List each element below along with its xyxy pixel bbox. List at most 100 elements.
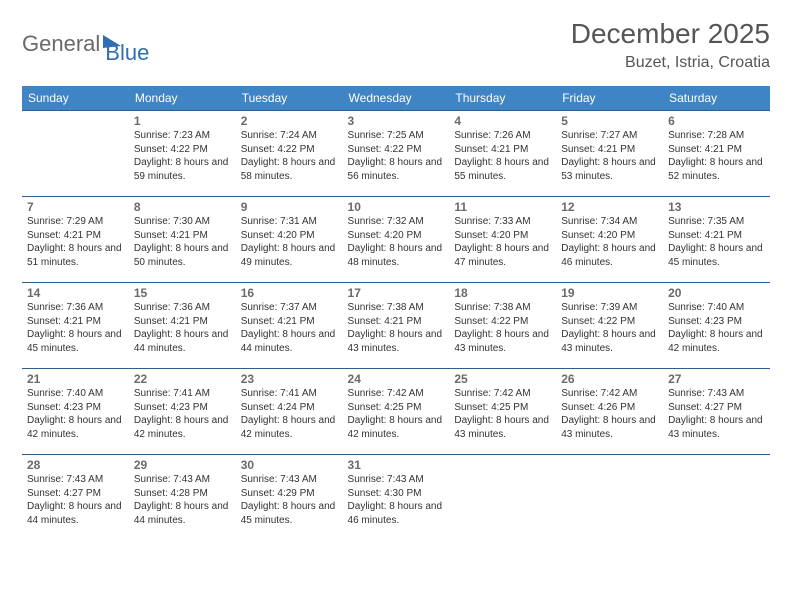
day-number: 11 — [454, 200, 551, 214]
calendar-day-cell: 15Sunrise: 7:36 AMSunset: 4:21 PMDayligh… — [129, 283, 236, 369]
day-info: Sunrise: 7:38 AMSunset: 4:21 PMDaylight:… — [348, 301, 445, 355]
weekday-header-row: SundayMondayTuesdayWednesdayThursdayFrid… — [22, 86, 770, 111]
day-number: 30 — [241, 458, 338, 472]
calendar-day-cell: 29Sunrise: 7:43 AMSunset: 4:28 PMDayligh… — [129, 455, 236, 541]
day-number: 5 — [561, 114, 658, 128]
weekday-header: Saturday — [663, 86, 770, 111]
day-number: 21 — [27, 372, 124, 386]
weekday-header: Monday — [129, 86, 236, 111]
calendar-day-cell: 31Sunrise: 7:43 AMSunset: 4:30 PMDayligh… — [343, 455, 450, 541]
day-number: 31 — [348, 458, 445, 472]
calendar-day-cell: 3Sunrise: 7:25 AMSunset: 4:22 PMDaylight… — [343, 111, 450, 197]
day-info: Sunrise: 7:42 AMSunset: 4:25 PMDaylight:… — [454, 387, 551, 441]
day-number: 18 — [454, 286, 551, 300]
day-info: Sunrise: 7:42 AMSunset: 4:25 PMDaylight:… — [348, 387, 445, 441]
calendar-day-cell: 5Sunrise: 7:27 AMSunset: 4:21 PMDaylight… — [556, 111, 663, 197]
calendar-body: 1Sunrise: 7:23 AMSunset: 4:22 PMDaylight… — [22, 111, 770, 541]
day-number: 12 — [561, 200, 658, 214]
calendar-day-cell: 21Sunrise: 7:40 AMSunset: 4:23 PMDayligh… — [22, 369, 129, 455]
calendar-table: SundayMondayTuesdayWednesdayThursdayFrid… — [22, 86, 770, 541]
day-number: 16 — [241, 286, 338, 300]
page-title: December 2025 — [571, 18, 770, 50]
calendar-day-cell: 25Sunrise: 7:42 AMSunset: 4:25 PMDayligh… — [449, 369, 556, 455]
day-info: Sunrise: 7:38 AMSunset: 4:22 PMDaylight:… — [454, 301, 551, 355]
day-number: 27 — [668, 372, 765, 386]
day-number: 3 — [348, 114, 445, 128]
calendar-day-cell: 11Sunrise: 7:33 AMSunset: 4:20 PMDayligh… — [449, 197, 556, 283]
day-number: 14 — [27, 286, 124, 300]
day-info: Sunrise: 7:33 AMSunset: 4:20 PMDaylight:… — [454, 215, 551, 269]
day-info: Sunrise: 7:35 AMSunset: 4:21 PMDaylight:… — [668, 215, 765, 269]
day-number: 23 — [241, 372, 338, 386]
day-info: Sunrise: 7:32 AMSunset: 4:20 PMDaylight:… — [348, 215, 445, 269]
calendar-day-cell: 13Sunrise: 7:35 AMSunset: 4:21 PMDayligh… — [663, 197, 770, 283]
day-info: Sunrise: 7:30 AMSunset: 4:21 PMDaylight:… — [134, 215, 231, 269]
calendar-day-cell: 23Sunrise: 7:41 AMSunset: 4:24 PMDayligh… — [236, 369, 343, 455]
day-info: Sunrise: 7:29 AMSunset: 4:21 PMDaylight:… — [27, 215, 124, 269]
calendar-week-row: 7Sunrise: 7:29 AMSunset: 4:21 PMDaylight… — [22, 197, 770, 283]
day-number: 6 — [668, 114, 765, 128]
brand-triangle-icon — [103, 33, 121, 48]
calendar-day-cell: 24Sunrise: 7:42 AMSunset: 4:25 PMDayligh… — [343, 369, 450, 455]
day-number: 8 — [134, 200, 231, 214]
calendar-day-cell: 17Sunrise: 7:38 AMSunset: 4:21 PMDayligh… — [343, 283, 450, 369]
day-info: Sunrise: 7:43 AMSunset: 4:29 PMDaylight:… — [241, 473, 338, 527]
title-block: December 2025 Buzet, Istria, Croatia — [571, 18, 770, 72]
calendar-day-cell: 27Sunrise: 7:43 AMSunset: 4:27 PMDayligh… — [663, 369, 770, 455]
calendar-day-cell: 30Sunrise: 7:43 AMSunset: 4:29 PMDayligh… — [236, 455, 343, 541]
calendar-empty-cell — [663, 455, 770, 541]
day-info: Sunrise: 7:26 AMSunset: 4:21 PMDaylight:… — [454, 129, 551, 183]
day-info: Sunrise: 7:34 AMSunset: 4:20 PMDaylight:… — [561, 215, 658, 269]
weekday-header: Sunday — [22, 86, 129, 111]
calendar-week-row: 21Sunrise: 7:40 AMSunset: 4:23 PMDayligh… — [22, 369, 770, 455]
calendar-day-cell: 7Sunrise: 7:29 AMSunset: 4:21 PMDaylight… — [22, 197, 129, 283]
day-info: Sunrise: 7:24 AMSunset: 4:22 PMDaylight:… — [241, 129, 338, 183]
day-number: 20 — [668, 286, 765, 300]
calendar-week-row: 28Sunrise: 7:43 AMSunset: 4:27 PMDayligh… — [22, 455, 770, 541]
weekday-header: Wednesday — [343, 86, 450, 111]
day-info: Sunrise: 7:37 AMSunset: 4:21 PMDaylight:… — [241, 301, 338, 355]
calendar-day-cell: 16Sunrise: 7:37 AMSunset: 4:21 PMDayligh… — [236, 283, 343, 369]
calendar-day-cell: 12Sunrise: 7:34 AMSunset: 4:20 PMDayligh… — [556, 197, 663, 283]
calendar-day-cell: 22Sunrise: 7:41 AMSunset: 4:23 PMDayligh… — [129, 369, 236, 455]
calendar-day-cell: 2Sunrise: 7:24 AMSunset: 4:22 PMDaylight… — [236, 111, 343, 197]
calendar-empty-cell — [22, 111, 129, 197]
day-info: Sunrise: 7:36 AMSunset: 4:21 PMDaylight:… — [27, 301, 124, 355]
day-info: Sunrise: 7:40 AMSunset: 4:23 PMDaylight:… — [27, 387, 124, 441]
calendar-week-row: 1Sunrise: 7:23 AMSunset: 4:22 PMDaylight… — [22, 111, 770, 197]
calendar-day-cell: 6Sunrise: 7:28 AMSunset: 4:21 PMDaylight… — [663, 111, 770, 197]
calendar-day-cell: 10Sunrise: 7:32 AMSunset: 4:20 PMDayligh… — [343, 197, 450, 283]
weekday-header: Friday — [556, 86, 663, 111]
day-info: Sunrise: 7:36 AMSunset: 4:21 PMDaylight:… — [134, 301, 231, 355]
day-info: Sunrise: 7:39 AMSunset: 4:22 PMDaylight:… — [561, 301, 658, 355]
calendar-day-cell: 9Sunrise: 7:31 AMSunset: 4:20 PMDaylight… — [236, 197, 343, 283]
brand-part1: General — [22, 33, 100, 55]
day-number: 22 — [134, 372, 231, 386]
weekday-header: Thursday — [449, 86, 556, 111]
day-info: Sunrise: 7:43 AMSunset: 4:30 PMDaylight:… — [348, 473, 445, 527]
location-subtitle: Buzet, Istria, Croatia — [571, 54, 770, 72]
day-number: 1 — [134, 114, 231, 128]
day-number: 2 — [241, 114, 338, 128]
calendar-day-cell: 26Sunrise: 7:42 AMSunset: 4:26 PMDayligh… — [556, 369, 663, 455]
day-info: Sunrise: 7:25 AMSunset: 4:22 PMDaylight:… — [348, 129, 445, 183]
day-info: Sunrise: 7:43 AMSunset: 4:27 PMDaylight:… — [668, 387, 765, 441]
weekday-header: Tuesday — [236, 86, 343, 111]
calendar-day-cell: 4Sunrise: 7:26 AMSunset: 4:21 PMDaylight… — [449, 111, 556, 197]
day-info: Sunrise: 7:41 AMSunset: 4:23 PMDaylight:… — [134, 387, 231, 441]
day-info: Sunrise: 7:23 AMSunset: 4:22 PMDaylight:… — [134, 129, 231, 183]
day-number: 25 — [454, 372, 551, 386]
day-number: 26 — [561, 372, 658, 386]
day-number: 17 — [348, 286, 445, 300]
calendar-day-cell: 19Sunrise: 7:39 AMSunset: 4:22 PMDayligh… — [556, 283, 663, 369]
day-number: 9 — [241, 200, 338, 214]
day-info: Sunrise: 7:31 AMSunset: 4:20 PMDaylight:… — [241, 215, 338, 269]
calendar-day-cell: 18Sunrise: 7:38 AMSunset: 4:22 PMDayligh… — [449, 283, 556, 369]
calendar-day-cell: 28Sunrise: 7:43 AMSunset: 4:27 PMDayligh… — [22, 455, 129, 541]
day-info: Sunrise: 7:42 AMSunset: 4:26 PMDaylight:… — [561, 387, 658, 441]
day-number: 29 — [134, 458, 231, 472]
calendar-week-row: 14Sunrise: 7:36 AMSunset: 4:21 PMDayligh… — [22, 283, 770, 369]
day-number: 28 — [27, 458, 124, 472]
calendar-empty-cell — [449, 455, 556, 541]
calendar-day-cell: 8Sunrise: 7:30 AMSunset: 4:21 PMDaylight… — [129, 197, 236, 283]
